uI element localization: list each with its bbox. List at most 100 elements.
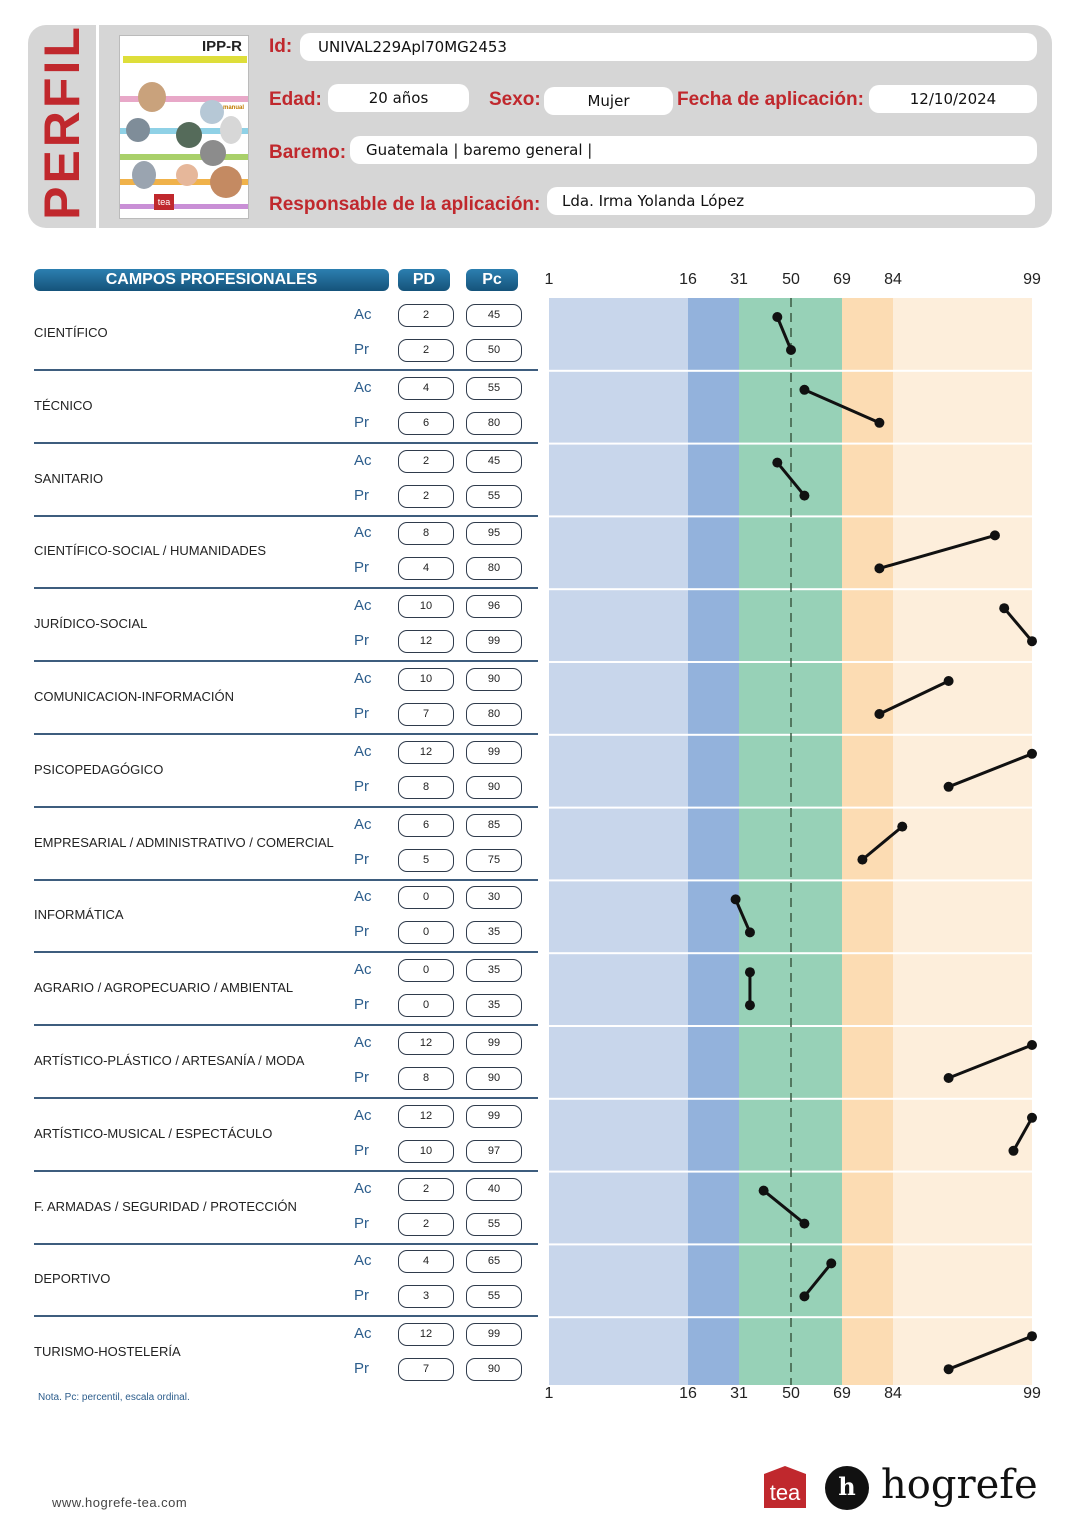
- ac-pc-value: 96: [466, 595, 522, 619]
- pc-header: Pc: [466, 269, 518, 291]
- tick-label-bottom: 1: [544, 1385, 554, 1402]
- ac-point: [799, 384, 810, 395]
- row-separator: [34, 878, 538, 881]
- ac-label: Ac: [354, 670, 372, 687]
- percentile-band: [549, 298, 688, 1385]
- pr-point: [786, 345, 796, 355]
- row-separator: [34, 587, 538, 590]
- ac-pd-value: 0: [398, 886, 454, 910]
- tea-logo: tea: [764, 1466, 806, 1508]
- field-name: SANITARIO: [34, 470, 104, 486]
- ac-point: [758, 1185, 769, 1196]
- ac-pd-value: 12: [398, 1104, 454, 1128]
- ac-pd-value: 2: [398, 304, 454, 327]
- ac-point: [999, 603, 1010, 614]
- ac-pd-value: 2: [398, 1177, 454, 1201]
- field-name: CIENTÍFICO: [34, 325, 108, 340]
- field-name: ARTÍSTICO-PLÁSTICO / ARTESANÍA / MODA: [34, 1053, 305, 1068]
- header-divider: [96, 25, 99, 228]
- cover-manual-label: manual: [222, 105, 244, 111]
- ac-pc-value: 65: [466, 1250, 522, 1274]
- pr-point: [857, 854, 868, 865]
- tick-label-top: 50: [782, 271, 800, 288]
- pr-pc-value: 55: [466, 484, 522, 508]
- pr-label: Pr: [354, 1214, 369, 1232]
- profile-segment: [861, 825, 904, 861]
- ac-label: Ac: [354, 961, 372, 979]
- pr-label: Pr: [354, 341, 369, 358]
- website-link[interactable]: www.hogrefe-tea.com: [52, 1495, 188, 1510]
- ac-label: Ac: [354, 451, 372, 469]
- pr-label: Pr: [354, 413, 369, 431]
- pr-pc-value: 35: [466, 921, 522, 945]
- pr-pc-value: 80: [466, 557, 522, 581]
- tick-label-bottom: 69: [833, 1385, 851, 1402]
- ac-point: [826, 1258, 837, 1269]
- ac-point: [772, 457, 783, 468]
- row-separator: [34, 660, 538, 663]
- row-separator: [34, 1242, 538, 1245]
- profile-segment: [762, 1189, 806, 1225]
- ac-pd-value: 12: [398, 1032, 454, 1055]
- pr-label: Pr: [354, 705, 369, 722]
- baremo-field: Guatemala | baremo general |: [350, 136, 1037, 164]
- ac-point: [1027, 1040, 1037, 1050]
- ac-pc-value: 99: [466, 1323, 522, 1347]
- pr-point: [744, 927, 755, 938]
- tick-label-top: 84: [884, 271, 902, 288]
- pr-pd-value: 7: [398, 703, 454, 726]
- pr-point: [799, 1218, 810, 1229]
- row-separator: [34, 1315, 538, 1318]
- field-name: DEPORTIVO: [34, 1271, 111, 1287]
- ac-point: [744, 967, 755, 978]
- tick-label-top: 16: [679, 271, 697, 288]
- ac-point: [989, 530, 1000, 541]
- row-separator: [34, 951, 538, 954]
- pr-label: Pr: [354, 486, 369, 504]
- profile-segment: [1003, 607, 1034, 643]
- row-separator: [34, 514, 538, 517]
- ac-pd-value: 12: [398, 1323, 454, 1347]
- ac-pc-value: 40: [466, 1177, 522, 1201]
- row-separator: [34, 1024, 538, 1027]
- tick-label-top: 99: [1023, 271, 1041, 288]
- row-separator: [34, 805, 538, 808]
- pr-pd-value: 2: [398, 339, 454, 362]
- pr-pc-value: 35: [466, 994, 522, 1018]
- ac-pd-value: 4: [398, 1250, 454, 1274]
- pr-point: [943, 781, 954, 792]
- chart-row-separator: [549, 1316, 1032, 1319]
- percentile-band: [893, 298, 1032, 1385]
- tick-label-bottom: 50: [782, 1385, 800, 1402]
- row-separator: [34, 369, 538, 371]
- row-separator: [34, 733, 538, 735]
- ac-pd-value: 8: [398, 522, 454, 546]
- profile-segment: [734, 898, 752, 933]
- pr-pd-value: 2: [398, 484, 454, 508]
- ac-pd-value: 12: [398, 740, 454, 764]
- perfil-title: PERFIL: [34, 24, 90, 220]
- pr-pd-value: 8: [398, 1067, 454, 1090]
- ac-label: Ac: [354, 1034, 372, 1051]
- ac-pd-value: 0: [398, 959, 454, 983]
- responsable-field: Lda. Irma Yolanda López: [547, 187, 1035, 215]
- fecha-field: 12/10/2024: [869, 85, 1037, 113]
- pr-pd-value: 8: [398, 775, 454, 799]
- ac-point: [730, 894, 741, 905]
- percentile-band: [688, 298, 739, 1385]
- profile-segment: [948, 1043, 1033, 1080]
- pr-point: [799, 1291, 810, 1302]
- sexo-label: Sexo:: [489, 89, 541, 110]
- pr-pc-value: 90: [466, 1358, 522, 1382]
- row-separator: [34, 1169, 538, 1172]
- campos-header: CAMPOS PROFESIONALES: [34, 269, 389, 291]
- pr-pd-value: 0: [398, 921, 454, 945]
- pr-pd-value: 5: [398, 848, 454, 872]
- ac-pc-value: 45: [466, 449, 522, 473]
- field-name: TURISMO-HOSTELERÍA: [34, 1344, 181, 1360]
- responsable-label: Responsable de la aplicación:: [269, 194, 541, 215]
- ac-pc-value: 35: [466, 959, 522, 983]
- tick-label-bottom: 99: [1023, 1385, 1041, 1402]
- row-separator: [34, 1097, 538, 1099]
- profile-segment: [878, 533, 996, 570]
